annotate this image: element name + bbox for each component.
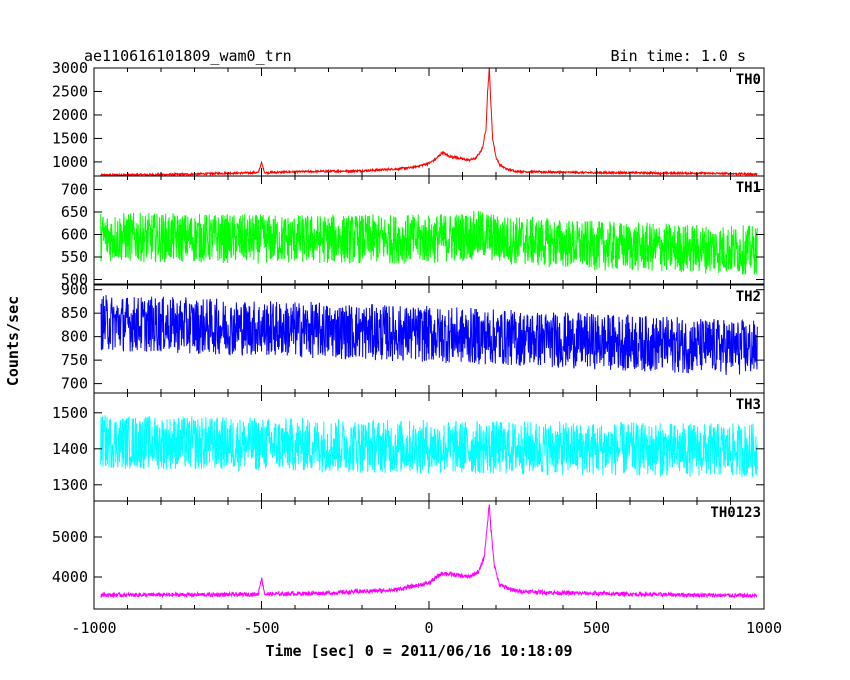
y-tick-label: 2000: [52, 106, 88, 124]
panels-group: 1000 1500 2000 2500 3000 TH0 500 550 600 650 700 TH…: [52, 59, 765, 610]
y-tick-label: 700: [61, 375, 88, 393]
y-tick-label: 600: [61, 226, 88, 244]
panel-label: TH1: [736, 180, 761, 196]
panel-label: TH0123: [710, 505, 761, 521]
panel-frame: [93, 67, 765, 177]
panel-th1: 500 550 600 650 700 TH1: [61, 175, 765, 289]
panel-th3: 1300 1400 1500 TH3: [52, 392, 765, 502]
panel-label: TH3: [736, 397, 761, 413]
y-tick-label: 700: [61, 181, 88, 199]
y-tick-label: 3000: [52, 59, 88, 77]
panel-th2: 700 750 800 850 900 TH2: [61, 281, 765, 394]
y-tick-label: 2500: [52, 82, 88, 100]
panel-th0: 1000 1500 2000 2500 3000 TH0: [52, 59, 765, 177]
y-tick-label: 1500: [52, 404, 88, 422]
chart-title: ae110616101809_wam0_trn: [84, 47, 292, 65]
y-tick-label: 1000: [52, 153, 88, 171]
x-tick-label: -500: [243, 619, 279, 637]
series-line-th1: [100, 210, 758, 276]
x-axis-title: Time [sec] 0 = 2011/06/16 10:18:09: [265, 642, 572, 660]
y-axis-title: Counts/sec: [4, 296, 22, 386]
y-tick-label: 1400: [52, 440, 88, 458]
x-tick-label: 1000: [746, 619, 782, 637]
x-tick-label: 0: [424, 619, 433, 637]
series-line-th3: [100, 415, 758, 478]
y-tick-label: 850: [61, 304, 88, 322]
panel-th0123: 4000 5000 TH0123: [52, 500, 765, 610]
series-line-th2: [100, 295, 758, 375]
y-tick-label: 650: [61, 203, 88, 221]
y-tick-label: 1300: [52, 476, 88, 494]
series-line-th0123: [100, 504, 758, 599]
y-tick-label: 500: [61, 271, 88, 289]
x-axis: -1000 -500 0 500 1000: [71, 619, 782, 637]
x-tick-label: 500: [583, 619, 610, 637]
y-tick-label: 4000: [52, 568, 88, 586]
panel-label: TH0: [736, 72, 761, 88]
series-line-th0: [100, 68, 758, 176]
y-tick-label: 550: [61, 248, 88, 266]
y-tick-label: 900: [61, 281, 88, 299]
panel-label: TH2: [736, 289, 761, 305]
bin-time-label: Bin time: 1.0 s: [611, 47, 746, 65]
y-tick-label: 1500: [52, 129, 88, 147]
y-tick-label: 750: [61, 351, 88, 369]
y-tick-label: 800: [61, 328, 88, 346]
x-tick-label: -1000: [71, 619, 116, 637]
y-tick-label: 5000: [52, 528, 88, 546]
